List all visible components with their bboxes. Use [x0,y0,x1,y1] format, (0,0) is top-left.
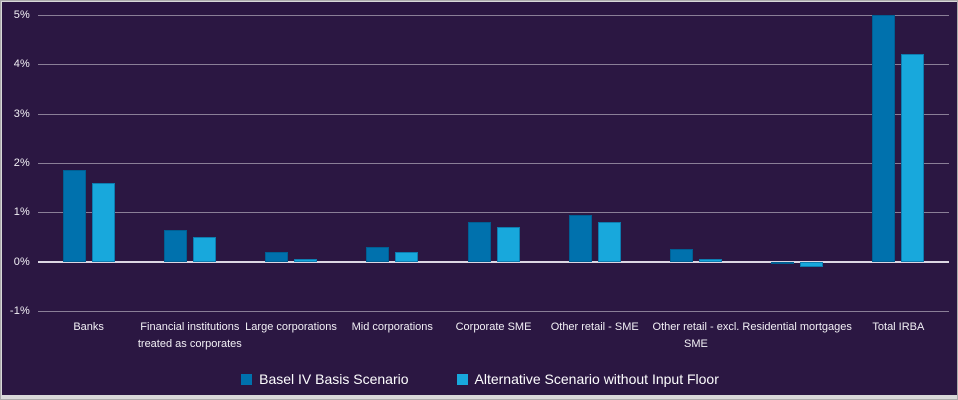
bar-series-0-9 [872,15,896,262]
plot-area [38,15,949,312]
zero-gridline [38,260,949,263]
bar-series-1-3 [294,259,318,262]
y-tick-label: 4% [13,58,30,71]
bar-series-0-8 [771,261,795,265]
y-tick-label: -1% [9,305,30,317]
gridline [38,15,949,16]
gridline [38,212,949,214]
bar-series-1-6 [597,222,621,262]
x-axis-category-label: Banks [73,321,104,333]
y-tick-label: 0% [13,255,30,268]
y-tick-label: 3% [13,107,30,120]
legend-item-0: Basel IV Basis Scenario [241,371,409,387]
y-tick-label: 2% [13,157,30,169]
y-tick-label: 1% [13,206,30,219]
y-axis: 5% 4% 3% 2% 1% 0% -1% [2,9,35,317]
bar-series-1-7 [698,259,722,262]
bar-series-0-2 [163,229,187,262]
bar-series-1-5 [496,227,520,262]
legend-item-1: Alternative Scenario without Input Floor [456,371,719,387]
x-axis-category-label: Financial institutions treated as corpor… [137,321,242,350]
x-axis: Banks Financial institutions treated as c… [38,319,949,371]
x-axis-category-label: Other retail - excl. SME [652,321,740,350]
x-axis-category-label: Total IRBA [872,321,925,333]
x-axis-category-label: Other retail - SME [550,321,639,333]
x-axis-category-label: Residential mortgages [742,321,852,333]
legend-label: Alternative Scenario without Input Floor [474,371,719,387]
legend-label: Basel IV Basis Scenario [259,371,409,387]
bar-series-0-1 [62,170,86,262]
bar-series-0-6 [568,214,592,262]
bar-series-0-5 [467,222,491,262]
legend-swatch-icon [241,373,253,385]
bar-series-1-4 [395,251,419,262]
gridline [38,113,949,115]
bar-series-1-9 [901,54,925,262]
bar-series-0-4 [366,246,390,262]
bar-series-1-2 [192,237,216,262]
y-tick-label: 5% [13,9,30,21]
x-axis-category-label: Corporate SME [455,321,532,333]
gridline [38,163,949,164]
gridline [38,311,949,312]
bar-series-0-3 [265,251,289,262]
legend: Basel IV Basis Scenario Alternative Scena… [2,371,957,387]
gridline [38,64,949,66]
chart-background: 5% 4% 3% 2% 1% 0% -1% Banks Financial instituti… [2,2,957,395]
x-axis-category-label: Mid corporations [351,321,433,333]
legend-swatch-icon [456,373,468,385]
bar-series-0-7 [669,249,693,262]
bar-series-1-8 [800,261,824,267]
bar-series-1-1 [91,182,115,262]
x-axis-category-label: Large corporations [245,321,337,333]
